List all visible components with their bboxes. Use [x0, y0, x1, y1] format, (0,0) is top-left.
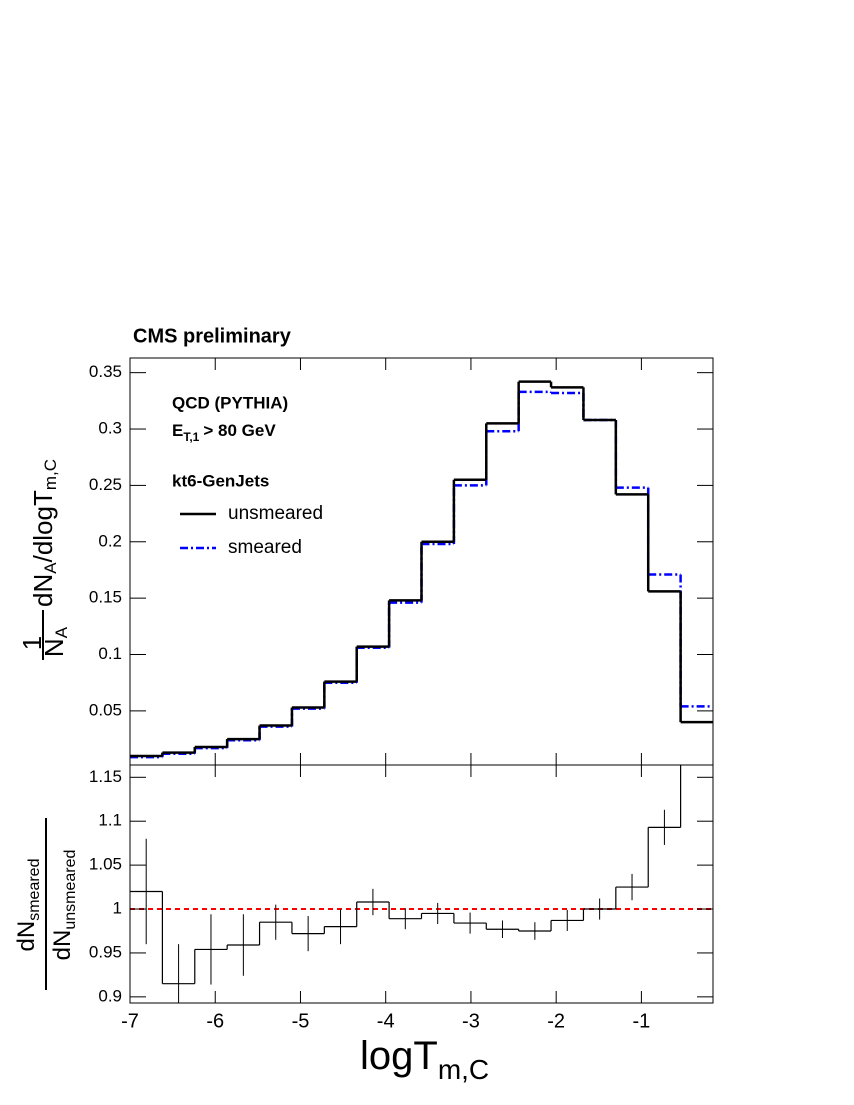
- y-label-sub: A: [52, 626, 71, 638]
- y-tick-label: 0.25: [89, 475, 122, 494]
- y-label-sub: A: [41, 562, 60, 574]
- y-tick-label: 0.9: [98, 986, 122, 1005]
- y-axis-label: 1 NA dNA/dlogTm,C: [17, 459, 72, 660]
- y-tick-label: 1.1: [98, 811, 122, 830]
- annotation-part: E: [172, 421, 183, 440]
- x-tick-label: -7: [121, 1010, 139, 1032]
- x-label-part: logT: [360, 1034, 438, 1078]
- x-tick-label: -5: [292, 1010, 310, 1032]
- y-label-part: dN: [49, 930, 76, 961]
- x-label-sub: m,C: [438, 1054, 489, 1085]
- annotation: ET,1 > 80 GeV: [172, 421, 276, 444]
- legend-label: smeared: [228, 537, 302, 558]
- annotation: QCD (PYTHIA): [172, 393, 288, 412]
- legend-label: unsmeared: [228, 503, 323, 524]
- annotation-sub: T,1: [183, 430, 199, 444]
- y-tick-label: 0.3: [98, 419, 122, 438]
- frame: [129, 764, 714, 1004]
- y-tick-label: 0.2: [98, 531, 122, 550]
- plot-area: [130, 765, 713, 1003]
- y-label-sub: m,C: [41, 459, 60, 490]
- x-tick-label: -3: [462, 1010, 480, 1032]
- x-tick-label: -6: [206, 1010, 224, 1032]
- ratio-denominator: dNunsmeared: [49, 850, 79, 961]
- y-label-numerator: 1: [17, 636, 47, 650]
- x-tick-label: -1: [633, 1010, 651, 1032]
- y-tick-label: 0.35: [89, 362, 122, 381]
- plot-area: [130, 380, 713, 759]
- y-tick-label: 0.1: [98, 644, 122, 663]
- y-tick-label: 1: [113, 899, 122, 918]
- y-label-part: dN: [13, 921, 40, 952]
- y-label-part: N: [39, 638, 69, 657]
- y-label-sub: smeared: [26, 859, 43, 921]
- y-tick-label: 0.05: [89, 700, 122, 719]
- ratio-y-label: dNsmeared dNunsmeared: [13, 818, 79, 990]
- y-tick-label: 1.15: [89, 767, 122, 786]
- y-label-main: dNA/dlogTm,C: [28, 459, 61, 607]
- annotation-part: > 80 GeV: [203, 421, 276, 440]
- ratio-numerator: dNsmeared: [13, 859, 43, 952]
- x-axis-label: logTm,C: [360, 1034, 489, 1086]
- y-label-sub: unsmeared: [62, 850, 79, 930]
- x-tick-label: -2: [547, 1010, 565, 1032]
- y-label-denominator: NA: [39, 626, 72, 657]
- y-tick-label: 0.95: [89, 942, 122, 961]
- x-tick-label: -4: [377, 1010, 395, 1032]
- y-label-part: /dlogT: [28, 490, 58, 562]
- legend-title: kt6-GenJets: [172, 471, 269, 490]
- y-tick-label: 1.05: [89, 855, 122, 874]
- y-label-part: dN: [28, 574, 58, 607]
- chart-title: CMS preliminary: [133, 325, 292, 347]
- y-tick-label: 0.15: [89, 588, 122, 607]
